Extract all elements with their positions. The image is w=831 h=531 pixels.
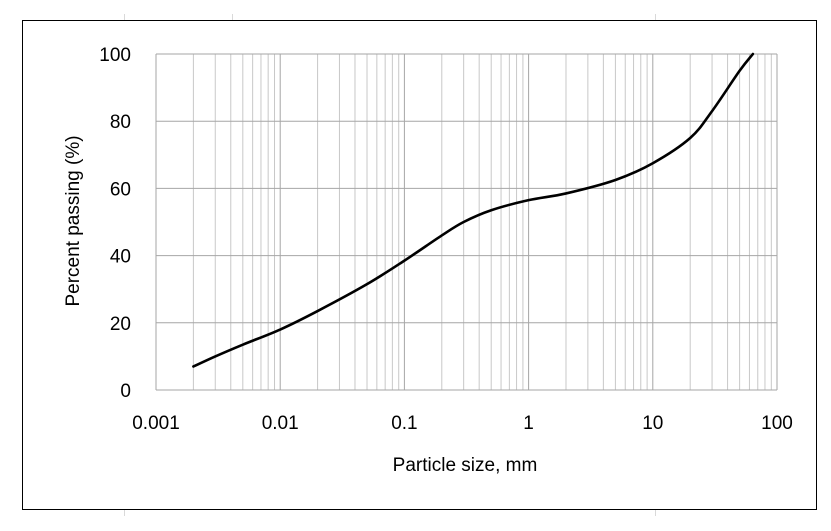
- tick-labels: 0.001 0.01 0.1 1 10 100 0 20 40 60 80 100: [99, 45, 793, 434]
- outer-tick-mark: [124, 14, 125, 20]
- outer-tick-mark: [655, 510, 656, 516]
- y-tick-label: 100: [99, 45, 131, 66]
- outer-tick-mark: [655, 14, 656, 20]
- y-tick-label: 80: [110, 112, 131, 133]
- x-tick-label: 0.001: [132, 413, 180, 434]
- x-tick-label: 10: [642, 413, 663, 434]
- outer-tick-mark: [232, 14, 233, 20]
- x-tick-label: 1: [523, 413, 534, 434]
- y-tick-label: 20: [110, 314, 131, 335]
- y-tick-label: 60: [110, 179, 131, 200]
- y-tick-label: 0: [120, 381, 131, 402]
- chart-frame: [22, 20, 817, 510]
- series-line: [192, 52, 755, 368]
- x-axis-title: Particle size, mm: [393, 455, 538, 476]
- y-tick-label: 40: [110, 247, 131, 268]
- x-tick-label: 0.01: [262, 413, 299, 434]
- outer-tick-mark: [124, 510, 125, 516]
- series-group: [192, 52, 755, 368]
- y-axis-title: Percent passing (%): [63, 135, 84, 306]
- x-tick-label: 100: [761, 413, 793, 434]
- x-tick-label: 0.1: [391, 413, 417, 434]
